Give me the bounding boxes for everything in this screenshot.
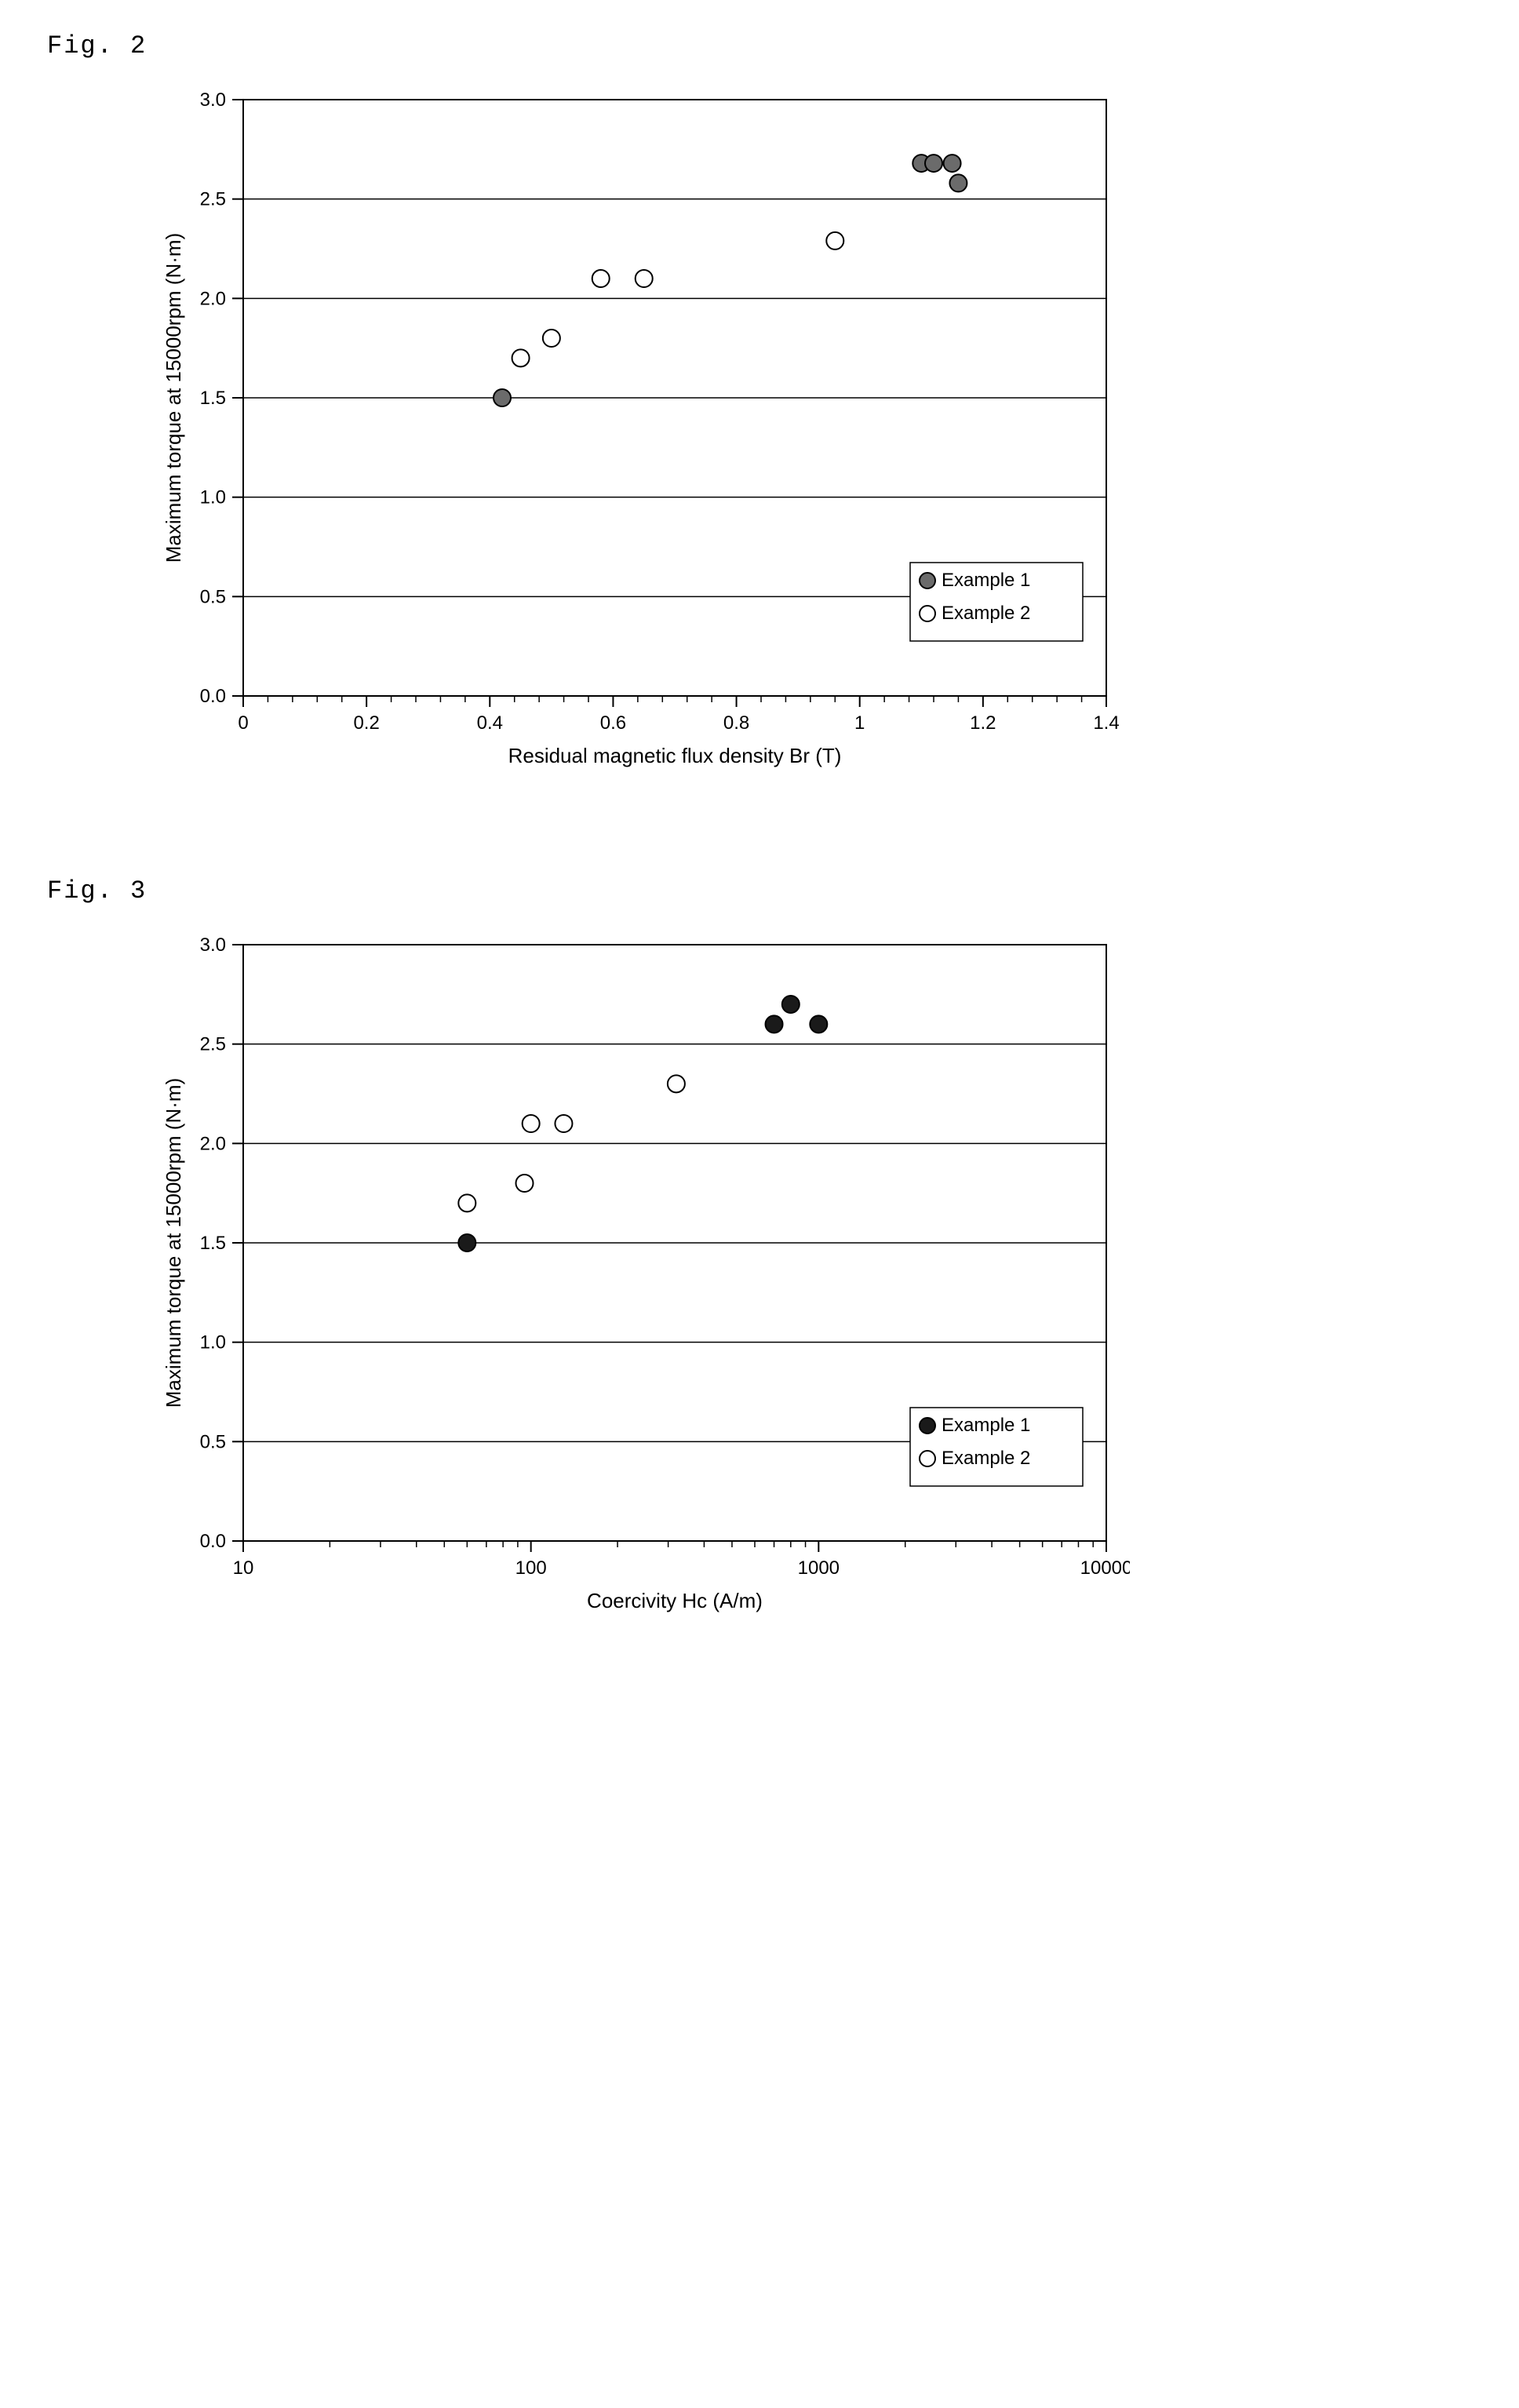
ytick-label: 2.5 xyxy=(200,1034,226,1055)
ytick-label: 3.0 xyxy=(200,934,226,956)
legend-label: Example 2 xyxy=(942,1448,1030,1469)
xtick-label: 0.2 xyxy=(353,712,379,734)
ytick-label: 2.0 xyxy=(200,1133,226,1154)
data-point xyxy=(458,1234,475,1251)
legend-marker xyxy=(920,1418,935,1434)
legend-label: Example 1 xyxy=(942,1415,1030,1436)
ytick-label: 0.0 xyxy=(200,686,226,707)
legend-marker xyxy=(920,606,935,621)
x-axis-label: Coercivity Hc (A/m) xyxy=(587,1589,763,1612)
y-axis-label: Maximum torque at 15000rpm (N·m) xyxy=(162,233,185,563)
data-point xyxy=(458,1194,475,1211)
data-point xyxy=(949,174,967,191)
xtick-label: 0.4 xyxy=(477,712,503,734)
data-point xyxy=(515,1175,533,1192)
ytick-label: 2.5 xyxy=(200,189,226,210)
data-point xyxy=(925,155,942,172)
xtick-label: 0.6 xyxy=(600,712,626,734)
data-point xyxy=(826,232,843,250)
ytick-label: 3.0 xyxy=(200,89,226,111)
xtick-label: 0.8 xyxy=(723,712,749,734)
legend-label: Example 1 xyxy=(942,570,1030,591)
figure-3-chart: 10 100 1000 10000 0.0 0.5 1.0 1.5 2.0 2.5 3.0 Coerc… xyxy=(157,929,1472,1627)
data-point xyxy=(810,1015,827,1033)
data-point xyxy=(668,1075,685,1092)
legend-marker xyxy=(920,1451,935,1466)
ytick-label: 1.5 xyxy=(200,1233,226,1254)
data-point xyxy=(944,155,961,172)
data-point xyxy=(494,389,511,406)
ytick-label: 1.0 xyxy=(200,487,226,508)
ytick-label: 0.5 xyxy=(200,586,226,607)
ytick-label: 1.5 xyxy=(200,388,226,409)
legend-marker xyxy=(920,573,935,588)
figure-3-label: Fig. 3 xyxy=(47,876,1472,905)
y-axis-label: Maximum torque at 15000rpm (N·m) xyxy=(162,1078,185,1408)
ytick-label: 2.0 xyxy=(200,288,226,309)
xtick-label: 0 xyxy=(238,712,248,734)
data-point xyxy=(523,1115,540,1132)
fig3-svg: 10 100 1000 10000 0.0 0.5 1.0 1.5 2.0 2.5 3.0 Coerc… xyxy=(157,929,1130,1627)
xtick-label: 10000 xyxy=(1080,1557,1130,1579)
x-axis-label: Residual magnetic flux density Br (T) xyxy=(508,744,842,767)
data-point xyxy=(543,330,560,347)
fig2-svg: 0 0.2 0.4 0.6 0.8 1 1.2 1.4 0.0 0.5 1.0 1.5 2.0 2.5 3.… xyxy=(157,84,1130,782)
data-point xyxy=(592,270,610,287)
data-point xyxy=(782,996,800,1013)
data-point xyxy=(555,1115,572,1132)
data-point xyxy=(766,1015,783,1033)
ytick-label: 0.0 xyxy=(200,1531,226,1552)
xtick-label: 100 xyxy=(515,1557,547,1579)
data-point xyxy=(512,349,530,366)
data-point xyxy=(636,270,653,287)
figure-2-chart: 0 0.2 0.4 0.6 0.8 1 1.2 1.4 0.0 0.5 1.0 1.5 2.0 2.5 3.… xyxy=(157,84,1472,782)
legend-label: Example 2 xyxy=(942,603,1030,624)
ytick-label: 0.5 xyxy=(200,1431,226,1452)
xtick-label: 1000 xyxy=(798,1557,840,1579)
ytick-label: 1.0 xyxy=(200,1332,226,1353)
xtick-label: 10 xyxy=(233,1557,254,1579)
figure-2-label: Fig. 2 xyxy=(47,31,1472,60)
xtick-label: 1.2 xyxy=(970,712,996,734)
xtick-label: 1 xyxy=(854,712,865,734)
xtick-label: 1.4 xyxy=(1093,712,1119,734)
